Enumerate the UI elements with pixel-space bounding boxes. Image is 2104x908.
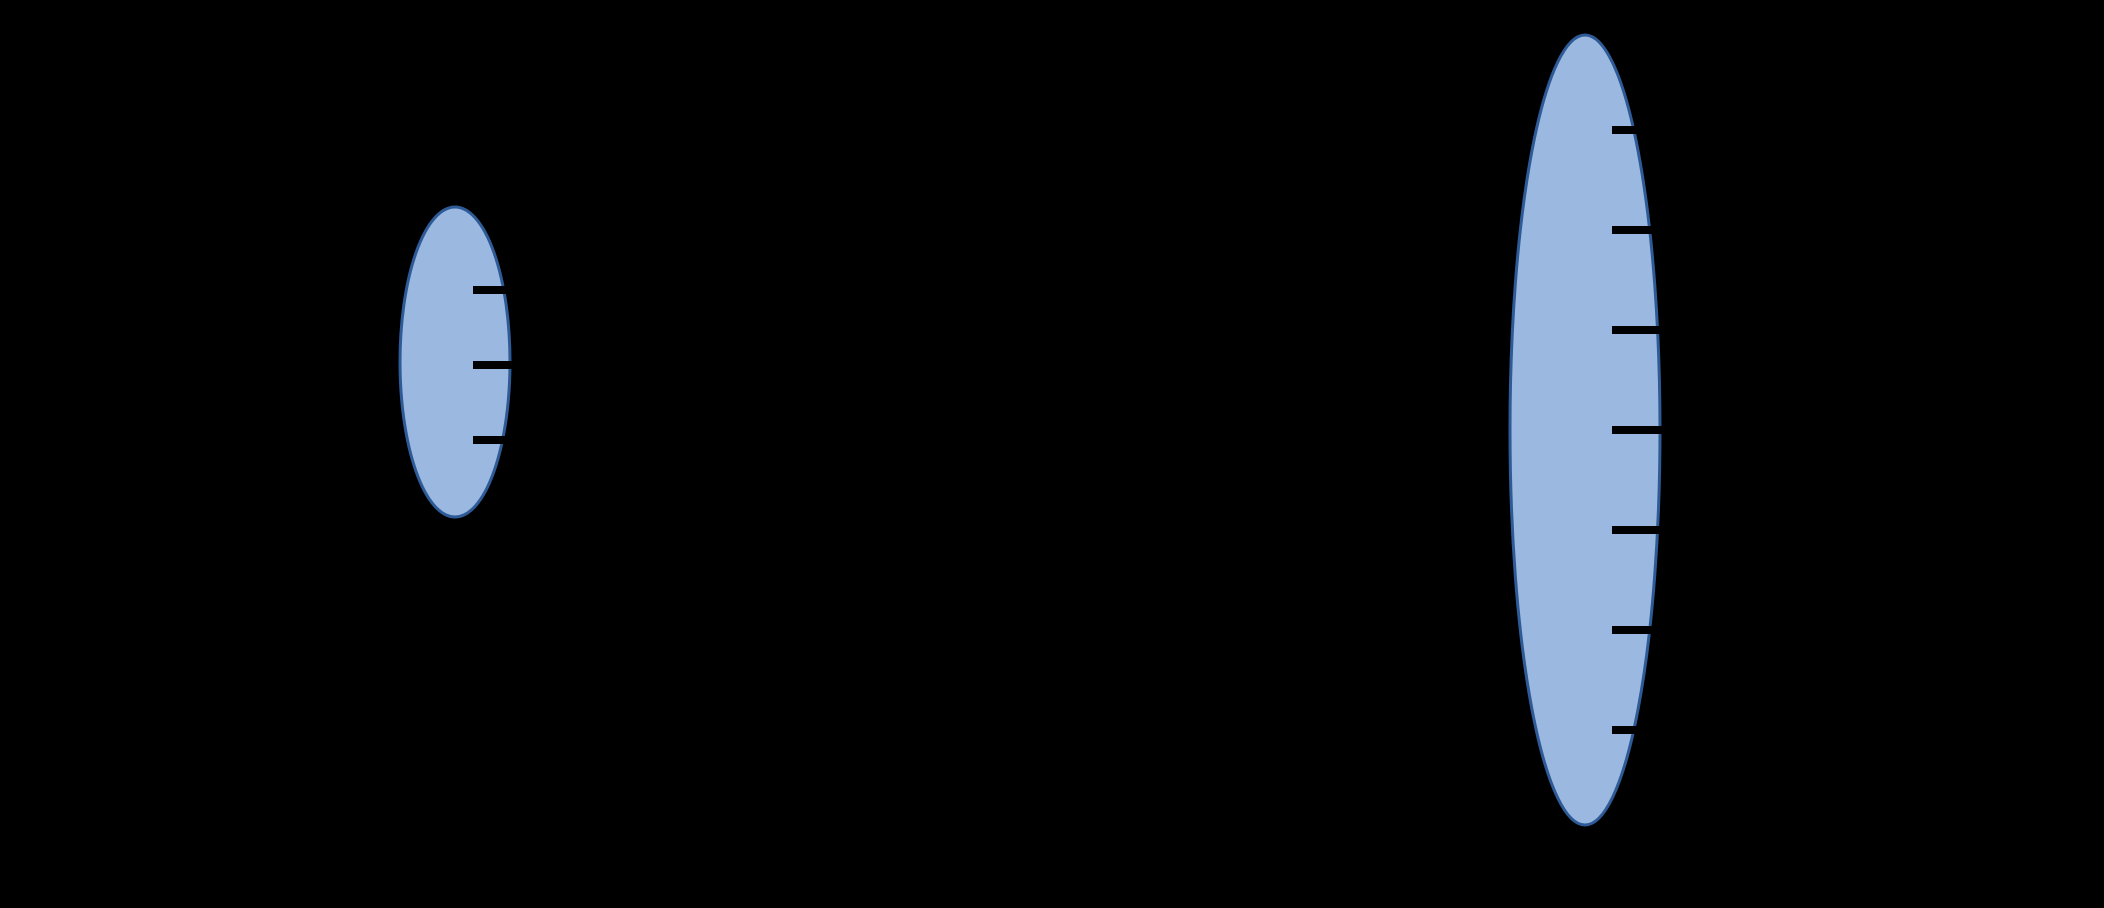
large-ellipse <box>1510 35 1662 825</box>
ellipse-diagram <box>0 0 2104 908</box>
background <box>0 0 2104 908</box>
